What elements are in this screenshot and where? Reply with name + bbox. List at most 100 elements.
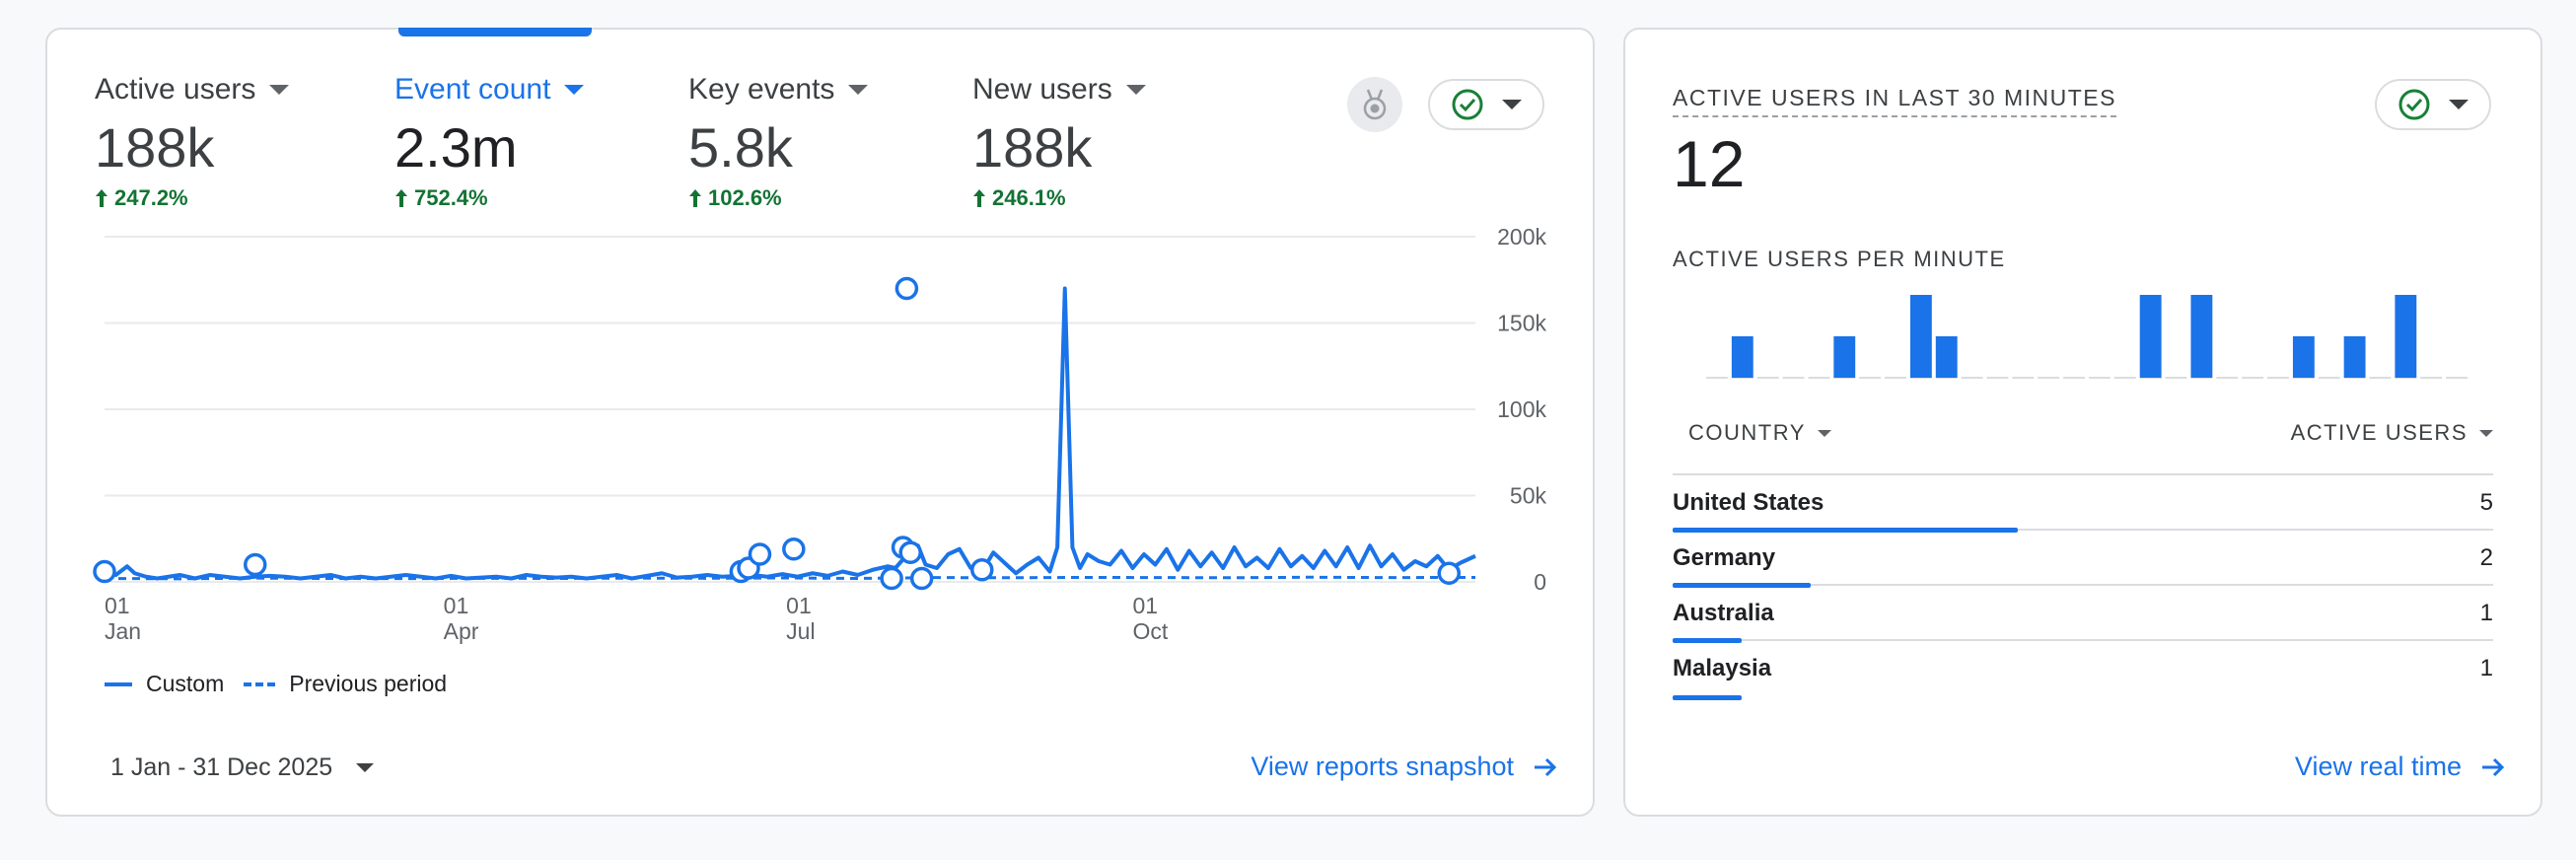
metric-value: 2.3m — [394, 116, 518, 179]
country-table: United States 5 Germany 2 Australia 1 Ma… — [1673, 473, 2493, 700]
country-share-bar — [1673, 638, 1742, 643]
table-row: United States 5 — [1673, 475, 2493, 533]
caret-down-icon — [2449, 100, 2469, 109]
realtime-active-users-value: 12 — [1673, 127, 1746, 200]
y-tick-label: 50k — [1510, 483, 1547, 509]
legend-dashed-swatch — [244, 681, 276, 686]
anomaly-marker — [898, 540, 922, 564]
country-share-bar — [1673, 695, 1742, 700]
view-reports-snapshot-label: View reports snapshot — [1251, 752, 1514, 781]
per-minute-bar[interactable] — [1731, 336, 1753, 378]
check-circle-icon — [2398, 89, 2430, 120]
per-minute-bar[interactable] — [1833, 336, 1856, 378]
previous-period-series-line — [104, 575, 1476, 581]
date-range-label: 1 Jan - 31 Dec 2025 — [110, 753, 333, 781]
realtime-status-button[interactable] — [2375, 79, 2491, 130]
per-minute-bar[interactable] — [2139, 295, 2162, 378]
country-users: 1 — [2479, 600, 2493, 626]
per-minute-bar-chart — [1706, 295, 2468, 379]
anomaly-marker — [909, 566, 934, 591]
metric-label: Active users — [95, 73, 256, 106]
view-real-time-label: View real time — [2294, 752, 2462, 781]
per-minute-bar[interactable] — [2292, 336, 2315, 378]
metric-change: 752.4% — [414, 185, 488, 210]
country-users: 5 — [2479, 489, 2493, 516]
per-minute-bar[interactable] — [1935, 336, 1958, 378]
legend-previous-label: Previous period — [289, 671, 448, 696]
x-tick-month-label: Jan — [105, 618, 141, 644]
per-minute-label: ACTIVE USERS PER MINUTE — [1673, 247, 2006, 271]
anomaly-marker — [970, 558, 994, 582]
arrow-right-icon — [1535, 757, 1557, 776]
anomaly-marker — [748, 542, 772, 566]
table-row: Australia 1 — [1673, 586, 2493, 643]
data-quality-status-button[interactable] — [1428, 79, 1544, 130]
anomaly-marker — [782, 538, 806, 561]
x-tick-month-label: Jul — [786, 618, 815, 644]
x-tick-month-label: Apr — [444, 618, 479, 644]
view-real-time-link[interactable]: View real time — [2295, 752, 2507, 782]
arrow-up-icon — [395, 189, 407, 207]
view-reports-snapshot-link[interactable]: View reports snapshot — [1251, 752, 1559, 782]
x-tick-day-label: 01 — [105, 593, 130, 618]
metric-label: New users — [972, 73, 1112, 106]
table-row: Germany 2 — [1673, 531, 2493, 588]
per-minute-bar[interactable] — [1909, 295, 1932, 378]
x-tick-day-label: 01 — [1133, 593, 1159, 618]
country-name: Australia — [1673, 600, 1774, 626]
y-tick-label: 150k — [1497, 311, 1546, 336]
realtime-card: ACTIVE USERS IN LAST 30 MINUTES 12 ACTIV… — [1623, 28, 2542, 817]
caret-down-icon — [2479, 429, 2493, 437]
y-tick-label: 0 — [1534, 569, 1546, 595]
country-column-label: COUNTRY — [1688, 420, 1806, 445]
caret-down-icon — [269, 85, 290, 95]
caret-down-icon — [1817, 429, 1831, 437]
overview-card: Active users 188k 247.2% Event count 2.3… — [45, 28, 1595, 817]
y-tick-label: 100k — [1497, 396, 1546, 422]
legend-custom-label: Custom — [146, 671, 225, 696]
insights-award-button[interactable] — [1347, 77, 1402, 132]
anomaly-marker — [880, 566, 903, 591]
x-tick-month-label: Oct — [1133, 618, 1169, 644]
anomaly-marker — [93, 559, 116, 584]
metric-label: Event count — [394, 73, 551, 106]
selected-metric-indicator — [398, 28, 592, 36]
legend-solid-swatch — [105, 681, 132, 686]
metric-change: 247.2% — [114, 185, 188, 210]
anomaly-marker — [894, 276, 919, 301]
anomaly-marker — [1437, 561, 1462, 585]
metric-value: 5.8k — [688, 116, 793, 179]
per-minute-bar[interactable] — [2343, 336, 2366, 378]
anomaly-marker — [243, 552, 267, 577]
check-circle-icon — [1452, 89, 1483, 120]
metric-tab-event-count[interactable]: Event count 2.3m 752.4% — [394, 73, 585, 211]
caret-down-icon — [848, 85, 869, 95]
metric-label: Key events — [688, 73, 835, 106]
per-minute-bar[interactable] — [2395, 295, 2417, 378]
country-share-bar — [1673, 528, 2018, 533]
caret-down-icon — [1125, 85, 1146, 95]
metric-tab-new-users[interactable]: New users 188k 246.1% — [972, 73, 1146, 211]
metric-tab-key-events[interactable]: Key events 5.8k 102.6% — [688, 73, 869, 211]
x-tick-day-label: 01 — [786, 593, 812, 618]
country-name: Malaysia — [1673, 655, 1772, 681]
y-tick-label: 200k — [1497, 224, 1546, 250]
country-users: 1 — [2479, 655, 2493, 681]
metric-value: 188k — [95, 116, 215, 179]
metric-change: 246.1% — [992, 185, 1066, 210]
per-minute-bar[interactable] — [2190, 295, 2213, 378]
metric-change: 102.6% — [708, 185, 782, 210]
realtime-title[interactable]: ACTIVE USERS IN LAST 30 MINUTES — [1673, 85, 2116, 117]
active-users-column-header[interactable]: ACTIVE USERS — [2291, 420, 2493, 446]
arrow-up-icon — [96, 189, 107, 207]
arrow-up-icon — [689, 189, 701, 207]
custom-series-line — [104, 286, 1476, 581]
metric-tab-active-users[interactable]: Active users 188k 247.2% — [95, 73, 290, 211]
country-column-header[interactable]: COUNTRY — [1688, 420, 1831, 446]
arrow-right-icon — [2482, 757, 2505, 776]
country-name: Germany — [1673, 544, 1776, 571]
table-row: Malaysia 1 — [1673, 641, 2493, 700]
date-range-selector[interactable]: 1 Jan - 31 Dec 2025 — [110, 753, 375, 782]
country-share-bar — [1673, 583, 1811, 588]
arrow-up-icon — [973, 189, 985, 207]
